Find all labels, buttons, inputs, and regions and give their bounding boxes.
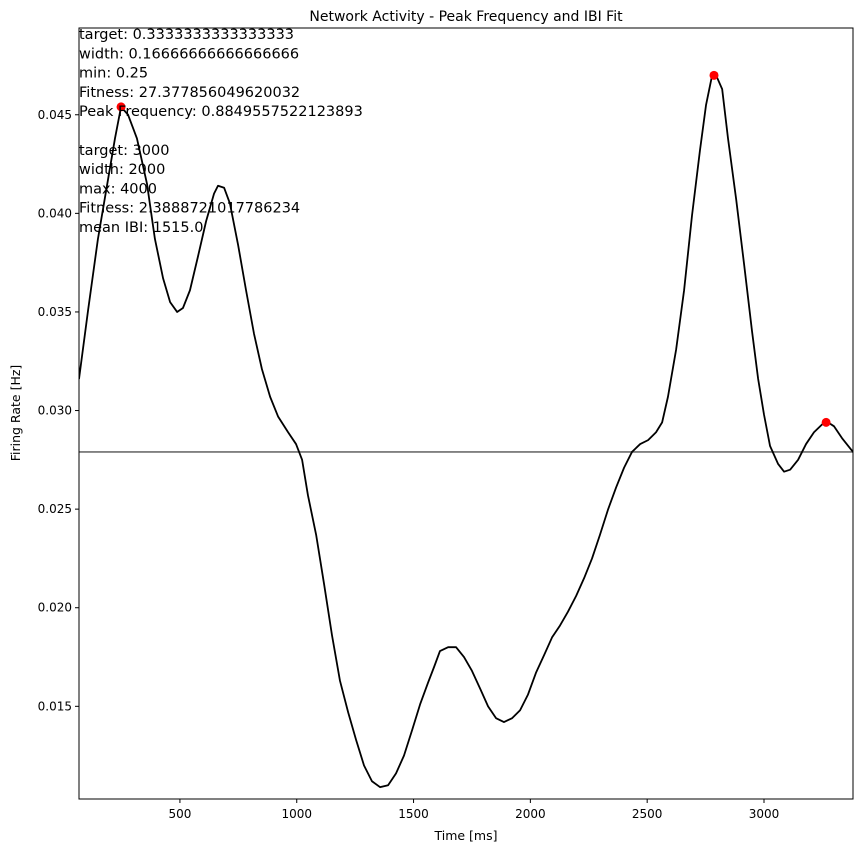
annotation-text: target: 0.3333333333333333 [79,27,294,43]
y-tick-label: 0.020 [38,601,72,615]
y-tick-label: 0.015 [38,699,72,713]
x-tick-label: 2000 [515,807,546,821]
plot-area [79,70,853,789]
chart-title: Network Activity - Peak Frequency and IB… [309,9,623,25]
annotation-text: width: 0.16666666666666666 [79,46,299,62]
annotation-text: min: 0.25 [79,66,148,82]
peak-marker [821,417,831,427]
annotation-text: Fitness: 27.377856049620032 [79,85,300,101]
y-tick-label: 0.045 [38,108,72,122]
y-tick-label: 0.025 [38,502,72,516]
y-axis-label: Firing Rate [Hz] [8,365,23,462]
peak-marker [116,102,126,112]
x-tick-label: 1500 [398,807,429,821]
y-tick-label: 0.040 [38,206,72,220]
annotation-text: width: 2000 [79,162,165,178]
annotation-text: Fitness: 2.3888721017786234 [79,201,300,217]
y-tick-label: 0.030 [38,404,72,418]
annotation-text: mean IBI: 1515.0 [79,220,203,236]
activity-line [79,74,853,789]
peak-marker [709,70,719,80]
axes-frame [78,27,854,800]
x-axis-label: Time [ms] [433,828,497,843]
annotation-text: target: 3000 [79,143,169,159]
x-tick-label: 500 [168,807,191,821]
annotation-text: max: 4000 [79,181,157,197]
annotation-text: Peak Frequency: 0.8849557522123893 [79,104,363,120]
x-tick-label: 3000 [749,807,780,821]
y-tick-label: 0.035 [38,305,72,319]
x-tick-label: 1000 [281,807,312,821]
x-tick-label: 2500 [632,807,663,821]
